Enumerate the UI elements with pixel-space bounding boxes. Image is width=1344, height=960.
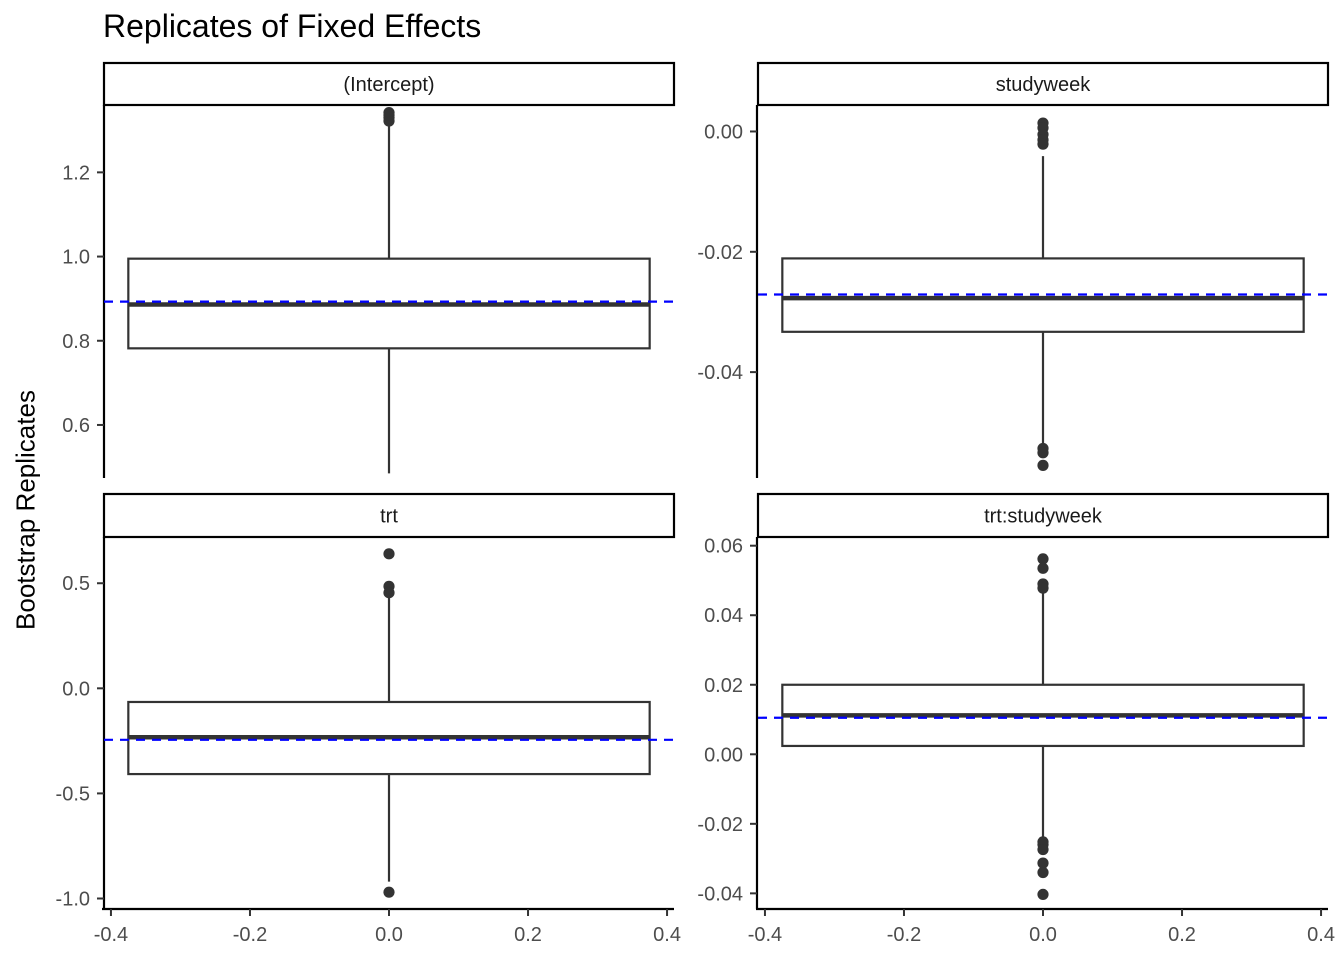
x-tick-label: -0.4 — [94, 924, 128, 946]
chart-title: Replicates of Fixed Effects — [103, 8, 482, 44]
y-tick-label: 0.00 — [704, 121, 743, 143]
y-tick-label: 0.5 — [62, 573, 90, 595]
facet-strip-label: (Intercept) — [343, 74, 434, 96]
facet-strip — [102, 61, 676, 107]
outlier-point — [1037, 857, 1049, 869]
outlier-point — [383, 106, 395, 119]
y-tick-label: 0.8 — [62, 331, 90, 353]
facet-strip-label: trt — [380, 506, 398, 528]
facet-panel: (Intercept) 0.6 0.8 1.0 1.2 — [62, 61, 676, 478]
x-tick-label: 0.0 — [1029, 924, 1057, 946]
outlier-point — [383, 548, 395, 560]
x-tick-label: 0.2 — [514, 924, 542, 946]
outlier-point — [1037, 582, 1049, 594]
x-tick-label: 0.0 — [375, 924, 403, 946]
outlier-point — [383, 587, 395, 599]
y-tick-label: -0.04 — [697, 883, 743, 905]
outlier-point — [1037, 843, 1049, 856]
outlier-point — [1037, 553, 1049, 565]
x-tick-label: 0.4 — [653, 924, 681, 946]
outlier-point — [1037, 888, 1049, 900]
x-tick-label: -0.4 — [748, 924, 782, 946]
outlier-point — [1037, 866, 1049, 879]
y-tick-label: 1.2 — [62, 162, 90, 184]
y-tick-label: 0.02 — [704, 675, 743, 697]
y-tick-label: -0.04 — [697, 362, 743, 384]
outlier-point — [1037, 138, 1049, 150]
y-tick-label: -1.0 — [56, 888, 90, 910]
facet-strip — [102, 492, 676, 539]
facet-strip-label: trt:studyweek — [984, 506, 1103, 528]
y-tick-label: 0.6 — [62, 415, 90, 437]
x-tick-label: 0.2 — [1168, 924, 1196, 946]
facet-strip — [756, 61, 1330, 107]
facet-strip — [756, 492, 1330, 539]
outlier-point — [1037, 447, 1049, 459]
outlier-point — [1037, 562, 1049, 574]
facet-strip-label: studyweek — [996, 74, 1091, 96]
facet-panel: trt:studyweek -0.04 -0.02 0.00 0.02 0.04 0.06 -… — [697, 492, 1335, 946]
x-tick-label: -0.2 — [887, 924, 921, 946]
iqr-box — [781, 257, 1305, 333]
outlier-point — [383, 886, 395, 898]
x-tick-label: 0.4 — [1307, 924, 1335, 946]
y-tick-label: -0.5 — [56, 783, 90, 805]
facet-panel: trt -1.0 -0.5 0.0 0.5 -0.4 -0.2 0.0 0.2 0.4 — [56, 492, 681, 946]
y-tick-label: 1.0 — [62, 247, 90, 269]
x-tick-label: -0.2 — [233, 924, 267, 946]
facet-panel: studyweek -0.04 -0.02 0.00 — [697, 61, 1330, 478]
y-tick-label: 0.00 — [704, 744, 743, 766]
y-tick-label: 0.04 — [704, 605, 743, 627]
outlier-point — [1037, 459, 1049, 471]
y-tick-label: -0.02 — [697, 814, 743, 836]
y-tick-label: -0.02 — [697, 242, 743, 264]
y-tick-label: 0.0 — [62, 678, 90, 700]
y-tick-label: 0.06 — [704, 536, 743, 558]
